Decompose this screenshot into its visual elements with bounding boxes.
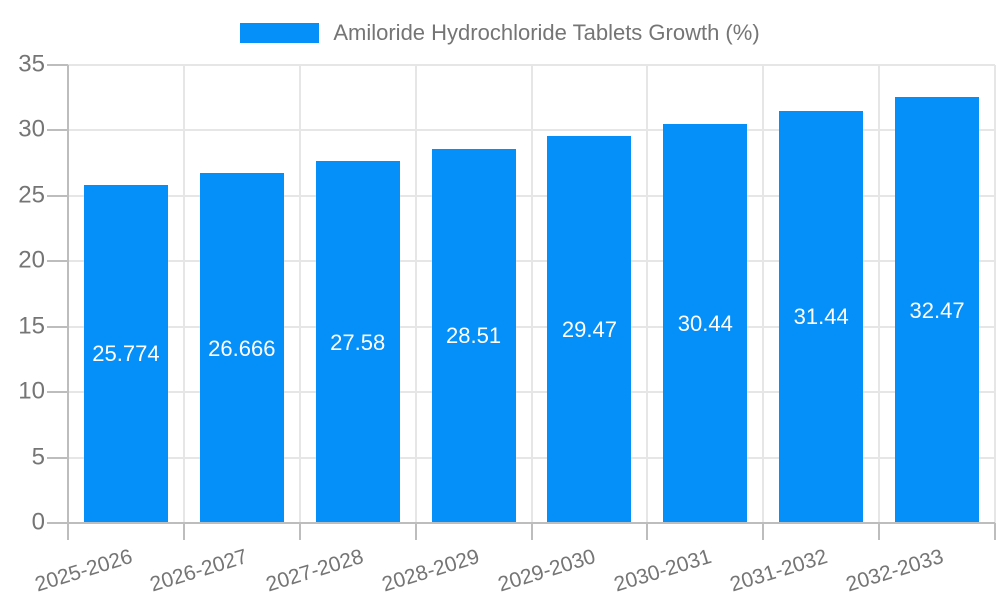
- y-axis-tick-label: 30: [18, 115, 45, 143]
- y-axis-tick-label: 25: [18, 181, 45, 209]
- legend-label: Amiloride Hydrochloride Tablets Growth (…: [333, 20, 760, 45]
- bar-value-label: 25.774: [92, 341, 160, 367]
- bar-value-label: 26.666: [208, 335, 276, 361]
- v-gridline: [878, 65, 881, 523]
- legend[interactable]: Amiloride Hydrochloride Tablets Growth (…: [0, 20, 1000, 46]
- y-tick-mark: [47, 391, 68, 394]
- y-axis-tick-label: 5: [31, 443, 45, 471]
- v-gridline: [646, 65, 649, 523]
- x-tick-mark: [994, 523, 996, 540]
- x-axis-label-text: 2029-2030: [495, 545, 599, 597]
- y-tick-mark: [47, 260, 68, 263]
- y-tick-mark: [47, 522, 68, 524]
- x-axis-label-text: 2026-2027: [147, 545, 251, 597]
- legend-swatch[interactable]: [240, 23, 320, 43]
- bar[interactable]: [547, 136, 632, 522]
- plot-area: 0 5 10 15 20 25 30 35 25.774 26.666 27.58 28.51 29.4…: [18, 50, 996, 596]
- x-axis-label-text: 2032-2033: [843, 545, 946, 597]
- bar[interactable]: [83, 184, 168, 522]
- bar[interactable]: [199, 173, 284, 522]
- x-axis-label-text: 2031-2032: [727, 545, 830, 597]
- v-gridline: [298, 65, 301, 523]
- x-axis-label-text: 2025-2026: [31, 545, 135, 597]
- x-tick-mark: [762, 523, 765, 540]
- y-axis-tick-label: 20: [18, 246, 45, 274]
- bar[interactable]: [895, 97, 980, 522]
- x-tick-mark: [67, 523, 69, 540]
- bar-value-label: 28.51: [446, 323, 502, 349]
- x-tick-mark: [298, 523, 301, 540]
- bar[interactable]: [663, 123, 748, 522]
- x-axis-label-text: 2030-2031: [611, 545, 715, 597]
- x-axis-label-text: 2027-2028: [263, 545, 367, 597]
- y-tick-mark: [47, 456, 68, 459]
- x-tick-mark: [646, 523, 649, 540]
- y-axis-tick-label: 10: [18, 377, 45, 405]
- y-axis-tick-label: 15: [18, 312, 45, 340]
- y-axis-tick-label: 0: [31, 508, 45, 536]
- bar[interactable]: [431, 148, 516, 522]
- y-tick-mark: [47, 194, 68, 197]
- x-tick-mark: [878, 523, 881, 540]
- bar-value-label: 31.44: [793, 304, 849, 330]
- x-axis-label-text: 2028-2029: [379, 545, 483, 597]
- v-gridline: [414, 65, 417, 523]
- bar[interactable]: [315, 161, 400, 522]
- bar-value-label: 29.47: [561, 317, 617, 343]
- v-gridline: [762, 65, 765, 523]
- bar-value-label: 27.58: [330, 329, 386, 355]
- x-tick-mark: [182, 523, 185, 540]
- y-tick-mark: [47, 129, 68, 132]
- x-tick-mark: [530, 523, 533, 540]
- v-gridline: [530, 65, 533, 523]
- v-gridline: [182, 65, 185, 523]
- y-axis-line: [67, 65, 69, 540]
- y-tick-mark: [47, 64, 68, 66]
- bar-value-label: 32.47: [909, 297, 965, 323]
- y-axis-tick-label: 35: [18, 50, 45, 78]
- bar[interactable]: [779, 110, 864, 522]
- x-tick-mark: [414, 523, 417, 540]
- bar-value-label: 30.44: [677, 310, 733, 336]
- y-tick-mark: [47, 325, 68, 328]
- v-gridline: [994, 65, 996, 523]
